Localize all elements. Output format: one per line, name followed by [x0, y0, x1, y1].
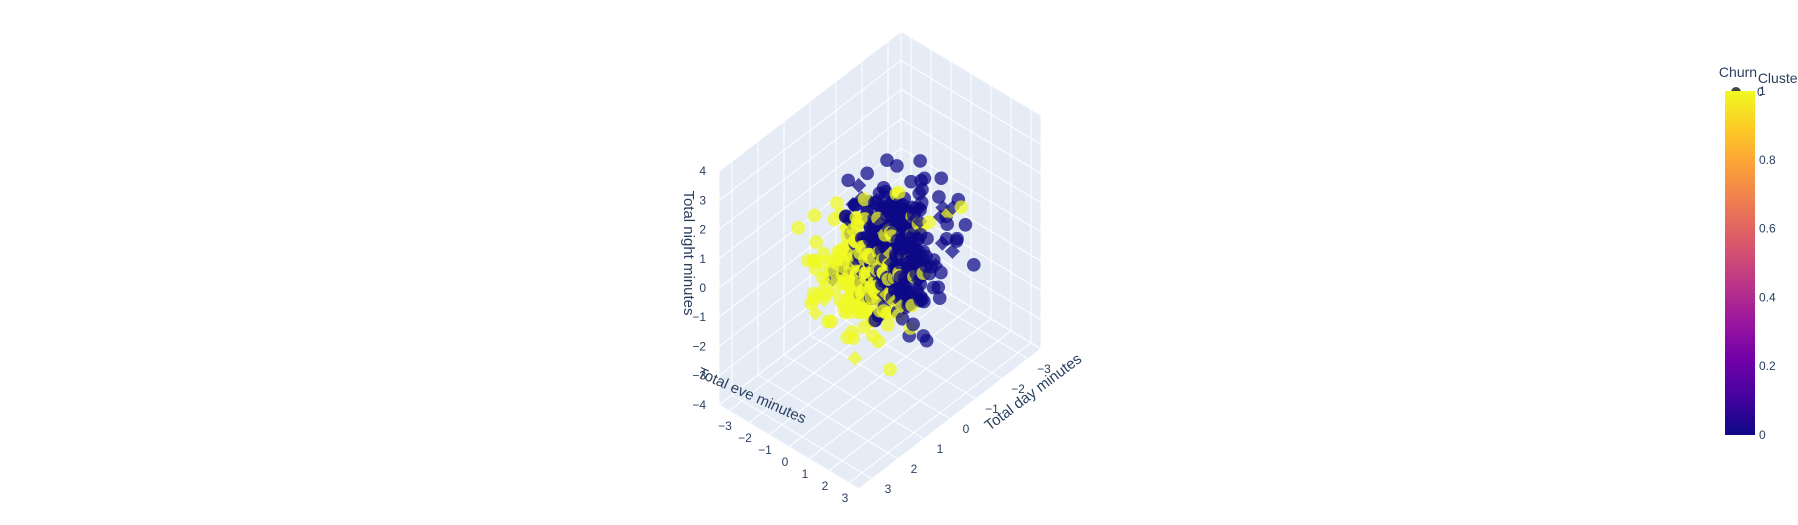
y-tick-label: −1 [758, 443, 772, 457]
z-tick-label: 0 [699, 281, 706, 295]
point-circle [919, 333, 934, 348]
point-circle [860, 166, 874, 181]
point-circle [920, 231, 934, 246]
point-circle [906, 317, 920, 332]
y-tick-label: 3 [842, 491, 849, 505]
y-gridline [848, 342, 1032, 484]
x-tick-label: −3 [1037, 362, 1051, 376]
point-circle [791, 220, 806, 235]
z-tick-label: −2 [692, 339, 706, 353]
point-circle [871, 334, 886, 349]
point-circle [913, 293, 928, 308]
point-circle [934, 171, 949, 186]
colorbar-tick-label: 0.6 [1759, 222, 1776, 236]
y-gridline [788, 306, 972, 448]
point-circle [931, 280, 946, 295]
x-tick-label: −1 [985, 402, 999, 416]
y-tick-label: 2 [822, 479, 829, 493]
point-diamond [847, 350, 863, 366]
legend-title: Churn [1719, 64, 1757, 80]
x-tick-label: −2 [1011, 382, 1025, 396]
point-circle [949, 234, 964, 248]
z-tick-label: 3 [699, 193, 706, 207]
colorbar-title: Cluster [1758, 70, 1798, 86]
point-circle [966, 257, 981, 272]
point-circle [940, 217, 954, 232]
point-circle [857, 192, 872, 207]
z-tick-label: 2 [699, 223, 706, 237]
z-tick-label: 1 [699, 252, 706, 266]
point-diamond [851, 177, 867, 193]
point-circle [846, 331, 861, 346]
y-tick-label: 1 [802, 467, 809, 481]
point-circle [827, 212, 842, 227]
point-circle [830, 196, 844, 210]
point-diamond [813, 282, 829, 298]
point-circle [932, 291, 947, 306]
point-circle [904, 174, 918, 189]
y-tick-label: 0 [782, 455, 789, 469]
z-tick-label: −3 [692, 369, 706, 383]
colorbar: Cluster 0 0.2 0.4 0.6 0.8 1 [1725, 70, 1798, 442]
point-circle [807, 208, 822, 223]
point-circle [917, 171, 932, 186]
point-circle [881, 318, 895, 332]
point-circle [915, 182, 929, 197]
z-axis-title: Total night minutes [680, 190, 697, 315]
point-circle [807, 292, 821, 307]
point-circle [809, 235, 824, 249]
point-circle [872, 186, 887, 201]
point-circle [880, 153, 894, 168]
point-circle [913, 154, 927, 168]
point-circle [891, 185, 906, 200]
y-gridline [828, 330, 1012, 472]
colorbar-ticks: 0 0.2 0.4 0.6 0.8 1 [1759, 84, 1776, 442]
point-circle [954, 200, 969, 214]
point-circle [922, 215, 937, 230]
point-diamond [934, 235, 950, 251]
x-tick-label: 1 [937, 442, 944, 456]
z-tick-label: −1 [692, 310, 706, 324]
point-circle [841, 173, 855, 188]
point-circle [932, 190, 946, 204]
point-circle [890, 159, 904, 173]
point-circle [883, 362, 897, 377]
x-tick-label: 3 [885, 482, 892, 496]
z-tick-label: −4 [692, 398, 706, 412]
colorbar-gradient [1725, 91, 1755, 435]
x-tick-label: 2 [911, 462, 918, 476]
point-circle [880, 306, 894, 321]
y-tick-label: −3 [718, 419, 732, 433]
point-circle [934, 265, 948, 280]
point-circle [860, 302, 874, 316]
point-circle [824, 314, 839, 329]
colorbar-tick-label: 0.4 [1759, 290, 1776, 304]
y-tick-label: −2 [738, 431, 752, 445]
point-circle [849, 278, 863, 292]
point-circle [895, 312, 910, 326]
data-points [791, 153, 981, 377]
colorbar-tick-label: 1 [1759, 84, 1766, 98]
point-circle [914, 195, 929, 210]
colorbar-tick-label: 0.8 [1759, 153, 1776, 167]
legend-label-0: 0 [1757, 85, 1764, 99]
point-circle [958, 218, 973, 232]
z-tick-label: 4 [699, 164, 706, 178]
colorbar-tick-label: 0.2 [1759, 359, 1776, 373]
x-tick-label: 0 [963, 422, 970, 436]
y-gridline [768, 294, 952, 436]
point-diamond [808, 305, 824, 321]
y-gridline [808, 318, 992, 460]
colorbar-tick-label: 0 [1759, 428, 1766, 442]
